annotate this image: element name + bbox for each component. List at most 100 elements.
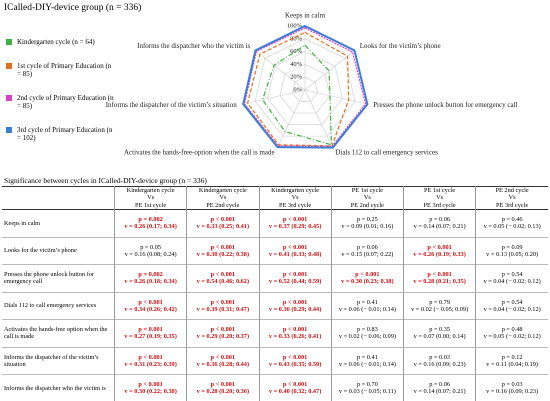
p-value: p < 0.001	[138, 353, 163, 361]
result-cell: p < 0.001 v = 0.34 (0.26; 0.42)	[113, 292, 187, 320]
effect-size: v = 0.30 (0.23; 0.38)	[341, 278, 394, 286]
result-cell: p = 0.06 v = 0.15 (0.07; 0.22)	[330, 237, 404, 265]
result-cell: p < 0.001 v = 0.28 (0.21; 0.35)	[402, 264, 476, 293]
r-tick-label: 40%	[290, 61, 303, 68]
legend-label: Kindergarten cycle (n = 64)	[17, 38, 95, 46]
result-cell: p < 0.001 v = 0.30 (0.23; 0.38)	[330, 264, 404, 293]
p-value: p = 0.70	[356, 381, 378, 389]
effect-size: v = 0.26 (0.17; 0.34)	[124, 223, 177, 231]
legend-swatch	[6, 127, 12, 133]
effect-size: v = 0.09 (0.01; 0.16)	[341, 223, 394, 231]
header-line: Vs	[219, 194, 227, 202]
legend-label: 1st cycle of Primary Education (n = 85)	[17, 62, 112, 78]
grid-ring	[292, 76, 318, 102]
result-cell: p < 0.001 v = 0.29 (0.20; 0.37)	[186, 319, 259, 348]
result-cell: p = 0.05 v = 0.16 (0.08; 0.24)	[113, 237, 187, 265]
effect-size: v = 0.33 (0.26; 0.41)	[268, 333, 322, 341]
header-line: PE 1st cycle	[135, 201, 167, 209]
result-cell: p = 0.03 v = 0.16 (0.09; 0.23)	[402, 347, 476, 375]
effect-size: v = 0.34 (0.26; 0.42)	[124, 305, 177, 313]
effect-size: v = 0.28 (0.20; 0.36)	[196, 388, 250, 396]
series-line	[246, 31, 350, 147]
p-value: p = 0.41	[356, 353, 378, 361]
p-value: p < 0.001	[210, 353, 236, 361]
effect-size: v = 0.13 (0.05; 0.20)	[486, 250, 539, 258]
result-cell: p = 0.06 v = 0.14 (0.07; 0.21)	[402, 374, 476, 401]
result-cell: p = 0.002 v = 0.26 (0.17; 0.34)	[113, 209, 187, 238]
result-cell: p = 0.12 v = 0.11 (0.04; 0.19)	[475, 347, 548, 375]
p-value: p < 0.001	[427, 271, 452, 279]
row-label: Looks for the victim’s phone	[4, 247, 77, 255]
effect-size: v = 0.26 (0.18; 0.34)	[124, 278, 177, 286]
effect-size: v = 0.16 (0.09; 0.23)	[413, 360, 466, 368]
header-cell: Kindergarten cycle Vs PE 3rd cycle	[258, 186, 332, 210]
axis-label: Looks for the victim’s phone	[360, 42, 441, 50]
result-cell: p < 0.001 v = 0.33 (0.26; 0.41)	[258, 319, 332, 348]
legend-label: 3rd cycle of Primary Education (n = 102)	[17, 126, 113, 142]
effect-size: v = 0.16 (0.08; 0.24)	[124, 250, 177, 258]
p-value: p < 0.001	[355, 271, 380, 279]
effect-size: v = 0.14 (0.07; 0.21)	[413, 223, 466, 231]
result-cell: p = 0.79 v = 0.02 (− 0.05; 0.09)	[402, 292, 476, 320]
row-label: Presses the phone unlock button for emer…	[4, 271, 95, 286]
table-row: Informs the dispatcher of the victim’s s…	[2, 347, 548, 375]
header-line: Kindergarten cycle	[126, 187, 175, 194]
result-cell: p = 0.35 v = 0.07 (0.00; 0.14)	[402, 319, 476, 348]
p-value: p = 0.41	[356, 298, 378, 306]
result-cell: p = 0.001 v = 0.27 (0.19; 0.35)	[113, 319, 187, 348]
result-cell: p = 0.41 v = 0.06 (− 0.01; 0.14)	[330, 292, 404, 320]
result-cell: p < 0.001 v = 0.36 (0.28; 0.44)	[186, 347, 259, 375]
table-row: Keeps in calm p = 0.002 v = 0.26 (0.17; 0.…	[2, 209, 548, 238]
result-cell: p < 0.001 v = 0.39 (0.31; 0.47)	[186, 292, 259, 320]
effect-size: v = 0.31 (0.23; 0.39)	[124, 360, 177, 368]
effect-size: v = 0.36 (0.29; 0.44)	[268, 305, 322, 313]
effect-size: v = 0.27 (0.19; 0.35)	[124, 333, 177, 341]
result-cell: p = 0.54 v = 0.04 (− 0.02; 0.12)	[475, 264, 548, 293]
p-value: p = 0.79	[429, 298, 451, 306]
header-row: Kindergarten cycle Vs PE 1st cycle Kinderga…	[2, 186, 548, 210]
result-cell: p < 0.001 v = 0.26 (0.19; 0.33)	[402, 237, 476, 265]
legend-swatch	[6, 39, 12, 45]
effect-size: v = 0.33 (0.25; 0.41)	[196, 223, 250, 231]
header-line: PE 1st cycle	[351, 187, 383, 194]
series-line	[261, 44, 333, 146]
table-row: Presses the phone unlock button for emer…	[2, 264, 548, 293]
legend-item: 3rd cycle of Primary Education (n = 102)	[4, 126, 114, 142]
spoke	[242, 89, 306, 105]
p-value: p < 0.001	[282, 243, 308, 251]
p-value: p = 0.05	[140, 243, 162, 251]
result-cell: p < 0.001 v = 0.30 (0.22; 0.38)	[186, 237, 259, 265]
result-cell: p < 0.001 v = 0.31 (0.23; 0.39)	[113, 347, 187, 375]
r-tick-label: 100%	[287, 22, 303, 29]
header-line: PE 3rd cycle	[279, 201, 312, 209]
result-cell: p = 0.41 v = 0.06 (− 0.01; 0.14)	[330, 347, 404, 375]
grid-ring	[279, 64, 331, 114]
header-line: PE 2nd cycle	[206, 201, 240, 209]
legend-item: 1st cycle of Primary Education (n = 85)	[4, 62, 114, 78]
spoke	[304, 49, 356, 91]
p-value: p < 0.001	[210, 243, 236, 251]
p-value: p = 0.35	[429, 326, 451, 334]
header-line: Vs	[363, 194, 371, 202]
series-line	[243, 27, 367, 148]
p-value: p < 0.001	[210, 298, 236, 306]
effect-size: v = 0.41 (0.33; 0.48)	[268, 250, 322, 258]
spoke	[304, 89, 334, 148]
result-cell: p < 0.001 v = 0.52 (0.44; 0.59)	[258, 264, 332, 293]
effect-size: v = 0.26 (0.19; 0.33)	[413, 250, 466, 258]
header-line: PE 2nd cycle	[350, 201, 384, 209]
result-cell: p = 0.002 v = 0.26 (0.18; 0.34)	[113, 264, 187, 293]
axis-label: Informs the dispatcher who the victim is	[137, 42, 250, 50]
r-tick-label: 80%	[290, 35, 303, 42]
axis-label: Informs the dispatcher of the victim’s s…	[106, 101, 238, 109]
p-value: p = 0.46	[501, 216, 523, 224]
result-cell: p = 0.09 v = 0.13 (0.05; 0.20)	[475, 237, 548, 265]
p-value: p < 0.001	[282, 326, 308, 334]
result-cell: p < 0.001 v = 0.43 (0.35; 0.50)	[258, 347, 332, 375]
p-value: p = 0.001	[138, 326, 163, 334]
result-cell: p = 0.06 v = 0.14 (0.07; 0.21)	[402, 209, 476, 238]
p-value: p = 0.06	[429, 216, 451, 224]
effect-size: v = 0.06 (− 0.01; 0.14)	[338, 360, 396, 368]
result-cell: p < 0.001 v = 0.36 (0.29; 0.44)	[258, 292, 332, 320]
